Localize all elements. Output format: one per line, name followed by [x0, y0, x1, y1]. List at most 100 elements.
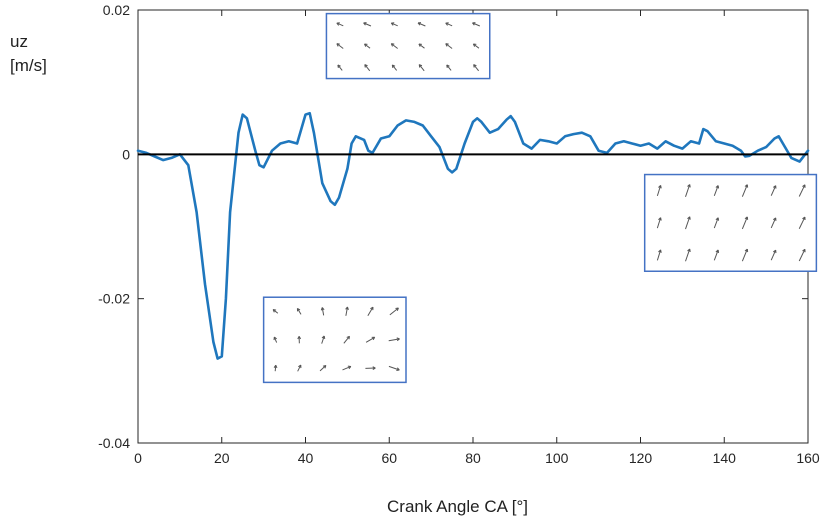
vector-arrowhead [418, 43, 422, 47]
vector-arrow [390, 43, 398, 49]
vector-arrow [713, 249, 719, 261]
vector-arrowhead [658, 217, 662, 221]
vector-arrowhead [472, 43, 477, 47]
vector-arrowhead [715, 185, 720, 189]
vector-arrow [656, 217, 662, 229]
vector-arrowhead [658, 249, 662, 253]
vector-arrow [296, 308, 302, 315]
vector-arrowhead [744, 184, 749, 188]
vector-arrow [342, 366, 352, 371]
x-axis-label: Crank Angle CA [°] [387, 497, 528, 516]
vector-arrowhead [364, 64, 368, 68]
vector-arrowhead [298, 364, 302, 369]
vector-arrow [364, 43, 371, 49]
y-axis-symbol: uz [10, 32, 28, 51]
vector-arrow [446, 64, 452, 71]
vector-arrow [770, 217, 777, 229]
vector-arrowhead [418, 64, 423, 68]
vector-arrowhead [715, 217, 720, 221]
vector-arrowhead [472, 22, 476, 26]
vector-arrowhead [773, 185, 777, 189]
vector-arrowhead [396, 337, 400, 342]
vector-arrowhead [773, 249, 777, 254]
vector-arrow [418, 64, 425, 72]
x-tick-label: 120 [629, 450, 653, 466]
vector-arrowhead [273, 364, 278, 369]
vector-arrow [388, 338, 400, 342]
vector-arrowhead [371, 336, 376, 341]
vector-arrow [741, 248, 748, 262]
x-tick-label: 40 [298, 450, 314, 466]
x-tick-label: 160 [796, 450, 820, 466]
vector-arrow [473, 43, 480, 49]
vector-arrowhead [744, 216, 749, 220]
x-tick-label: 80 [465, 450, 481, 466]
vector-arrowhead [272, 309, 277, 313]
vector-arrowhead [715, 249, 720, 254]
vector-arrow [337, 64, 343, 71]
vector-arrow [713, 185, 719, 196]
vector-arrow [770, 249, 777, 261]
vector-arrow [389, 307, 399, 316]
vector-arrow [345, 306, 348, 316]
vector-field-inset-bottom [262, 296, 407, 384]
vector-arrowhead [346, 335, 350, 340]
vector-field-inset-right [643, 173, 818, 272]
vector-arrow [741, 184, 748, 197]
y-tick-label: -0.02 [98, 291, 130, 307]
vector-arrowhead [446, 64, 450, 69]
vector-arrowhead [687, 248, 691, 253]
vector-arrow [417, 22, 426, 27]
vector-arrowhead [802, 248, 806, 253]
vector-arrowhead [336, 22, 340, 26]
vector-arrow [321, 335, 325, 344]
vector-arrow [364, 64, 371, 72]
vector-arrow [388, 365, 400, 371]
series-line [136, 111, 810, 360]
vector-arrow [473, 64, 480, 72]
vector-arrowhead [297, 336, 302, 340]
vector-arrowhead [773, 217, 777, 221]
vector-arrow [472, 22, 481, 27]
vector-arrowhead [391, 64, 396, 69]
vector-arrow [713, 217, 719, 229]
vector-arrow [656, 185, 662, 197]
vector-arrowhead [364, 43, 368, 47]
vector-arrow [367, 306, 374, 316]
vector-arrow [336, 43, 344, 49]
vector-arrowhead [417, 22, 422, 26]
vector-arrowhead [390, 43, 395, 47]
vector-arrow [798, 184, 806, 197]
vector-arrow [343, 335, 350, 344]
vector-arrowhead [321, 335, 326, 340]
vector-arrow [363, 22, 372, 27]
vector-arrow [365, 336, 375, 343]
vector-arrowhead [687, 216, 691, 220]
vector-arrowhead [273, 336, 277, 341]
vector-arrowhead [320, 307, 325, 311]
vector-arrow [685, 248, 691, 262]
vector-field-inset-top [325, 12, 491, 80]
vector-arrowhead [296, 307, 301, 312]
vector-arrowhead [473, 64, 477, 68]
y-tick-label: 0.02 [103, 2, 130, 18]
vector-arrowhead [445, 43, 449, 47]
vector-arrowhead [372, 366, 376, 370]
vector-arrow [297, 364, 302, 372]
x-tick-label: 140 [713, 450, 737, 466]
x-tick-label: 100 [545, 450, 569, 466]
vector-arrowhead [802, 216, 806, 221]
x-tick-label: 60 [381, 450, 397, 466]
vector-arrow [336, 22, 344, 27]
vector-arrowhead [395, 307, 399, 311]
vector-arrowhead [370, 306, 374, 311]
vector-arrowhead [337, 64, 341, 69]
vector-arrow [391, 22, 398, 27]
vector-arrow [798, 216, 806, 229]
vector-arrowhead [687, 184, 691, 188]
y-tick-label: 0 [122, 146, 130, 162]
vector-arrow [445, 22, 453, 27]
x-tick-label: 0 [134, 450, 142, 466]
vector-arrow [656, 249, 662, 261]
